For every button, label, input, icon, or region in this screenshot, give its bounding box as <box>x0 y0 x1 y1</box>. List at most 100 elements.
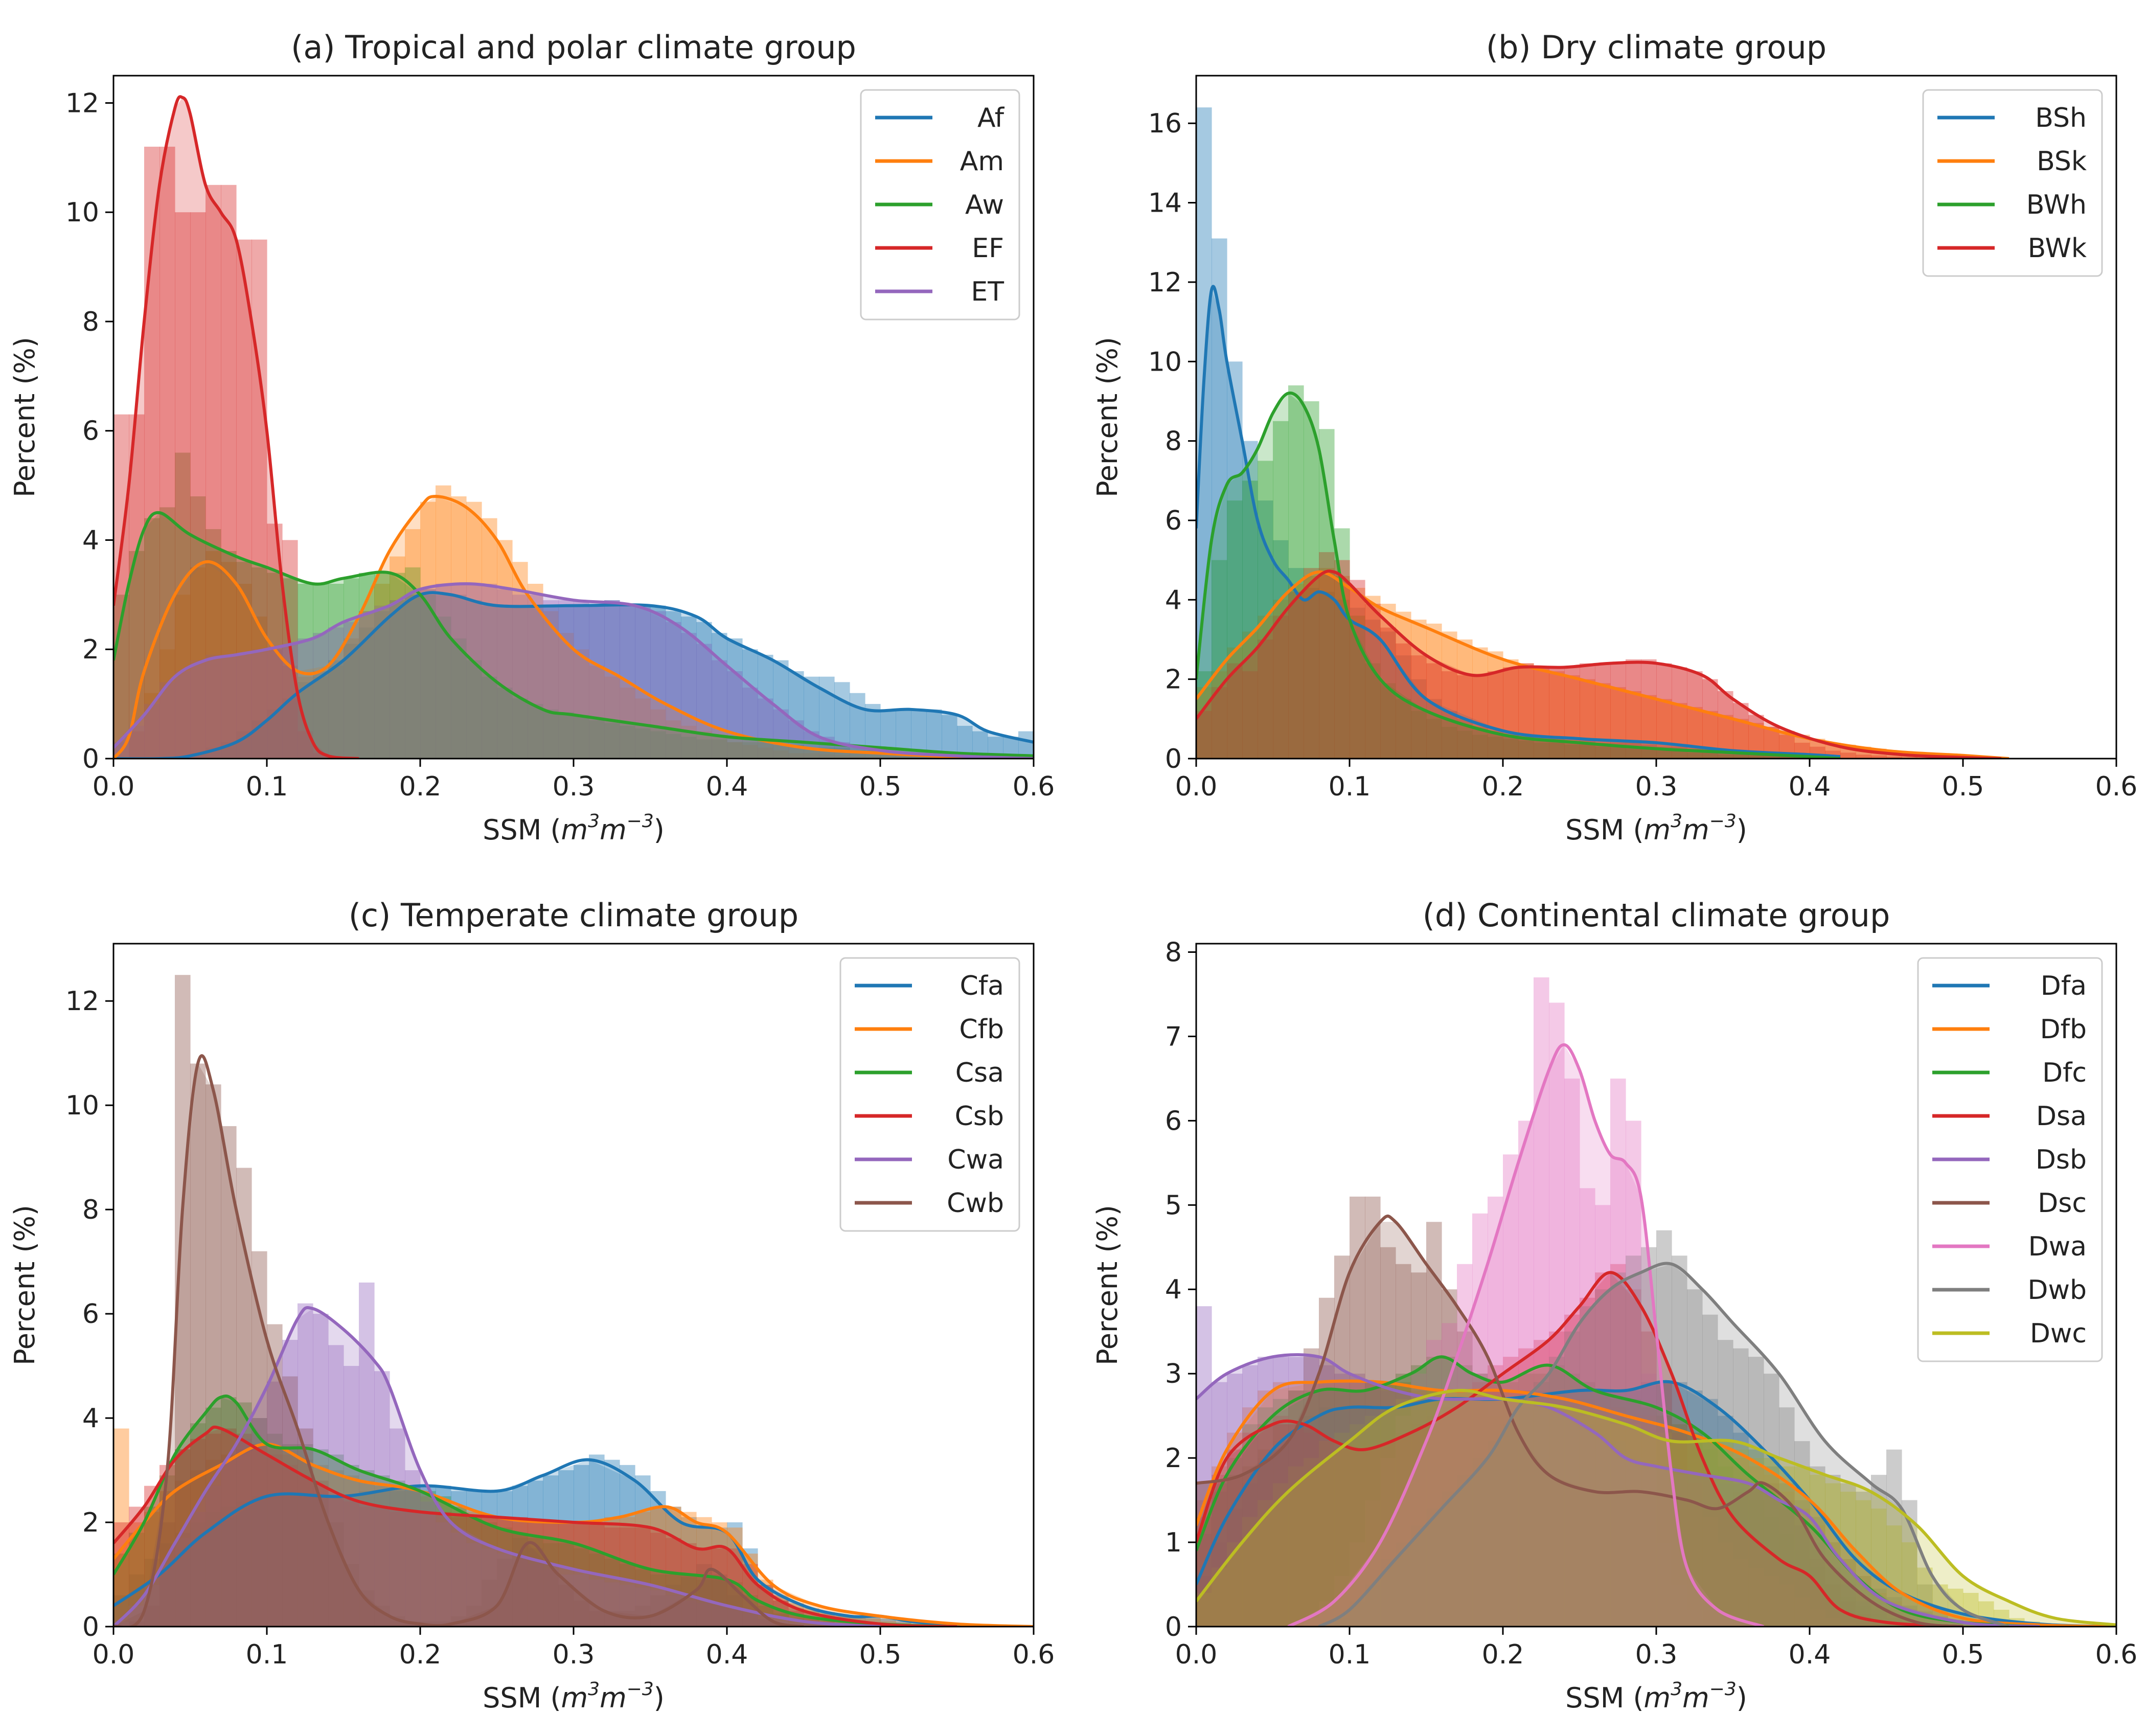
hist-bar-bwk <box>1856 755 1871 759</box>
y-tick-label: 4 <box>1165 1274 1182 1305</box>
hist-bar-et <box>374 605 390 759</box>
y-tick-label: 5 <box>1165 1190 1182 1221</box>
hist-bar-bwk <box>1488 671 1503 759</box>
hist-bar-bwk <box>1350 580 1365 759</box>
hist-bar-bwk <box>1718 691 1733 759</box>
hist-bar-am <box>819 754 835 759</box>
histogram-dsc <box>1196 1196 1917 1627</box>
hist-bar-dsc <box>1733 1492 1749 1627</box>
hist-bar-cfa <box>650 1491 666 1627</box>
hist-bar-dwa <box>1672 1584 1687 1627</box>
y-tick-label: 12 <box>65 88 99 119</box>
hist-bar-bwh <box>1641 748 1657 759</box>
hist-bar-cwb <box>159 1522 175 1627</box>
hist-bar-dwa <box>1687 1610 1703 1627</box>
histogram-dfc <box>1196 1357 1963 1627</box>
x-tick-label: 0.6 <box>1013 771 1055 802</box>
hist-bar-cfb <box>420 1496 436 1627</box>
hist-bar-cfa <box>390 1491 405 1627</box>
histogram-cwa <box>113 1282 850 1627</box>
hist-bar-cfa <box>589 1454 605 1627</box>
x-tick-label: 0.2 <box>399 1639 442 1670</box>
hist-bar-am <box>451 496 467 759</box>
hist-bar-csb <box>405 1512 421 1627</box>
hist-bar-dsb <box>1856 1601 1871 1627</box>
hist-bar-dsb <box>1733 1483 1749 1627</box>
kde-fill-csa <box>113 1397 957 1627</box>
hist-bar-dwb <box>1948 1622 1963 1627</box>
kde-line-dfb <box>1196 1379 2116 1627</box>
y-tick-label: 0 <box>82 744 99 774</box>
hist-bar-cfa <box>236 1501 252 1627</box>
hist-bar-am <box>650 709 666 759</box>
hist-bar-dwc <box>1580 1415 1595 1627</box>
hist-bar-bwh <box>1718 755 1733 759</box>
hist-bar-dsc <box>1564 1492 1580 1627</box>
hist-bar-bwh <box>1227 500 1243 759</box>
hist-bar-dfb <box>1580 1399 1595 1627</box>
histogram-bwk <box>1196 552 1948 759</box>
hist-bar-csb <box>313 1486 329 1627</box>
hist-bar-et <box>159 682 175 759</box>
x-tick-label: 0.4 <box>706 1639 748 1670</box>
hist-bar-dsa <box>1396 1432 1411 1627</box>
y-tick-label: 4 <box>82 1403 99 1434</box>
hist-bar-cfb <box>574 1522 589 1627</box>
hist-bar-bwh <box>1426 719 1442 759</box>
hist-bar-et <box>574 600 589 759</box>
hist-bar-dsc <box>1273 1424 1289 1627</box>
hist-bar-cwa <box>159 1564 175 1627</box>
hist-bar-dfc <box>1718 1466 1733 1627</box>
hist-bar-bsk <box>1503 659 1519 759</box>
hist-bar-dsa <box>1580 1297 1595 1627</box>
hist-bar-csb <box>620 1527 635 1627</box>
y-tick-label: 10 <box>1148 347 1182 377</box>
hist-bar-dsb <box>1748 1492 1764 1627</box>
hist-bar-dfc <box>1748 1500 1764 1627</box>
hist-bar-dsb <box>1549 1407 1565 1627</box>
hist-bar-dsa <box>1457 1390 1473 1627</box>
hist-bar-bsk <box>1212 671 1227 759</box>
hist-bar-aw <box>420 595 436 759</box>
hist-bar-dsc <box>1718 1500 1733 1627</box>
hist-bar-bwk <box>1518 663 1534 759</box>
hist-bar-dwb <box>1702 1314 1718 1627</box>
kde-line-dwc <box>1196 1388 2116 1627</box>
hist-bar-dsc <box>1886 1624 1902 1627</box>
hist-bar-bwh <box>1212 560 1227 759</box>
hist-bar-bsk <box>1426 623 1442 759</box>
hist-bar-dwb <box>1886 1449 1902 1627</box>
hist-bar-dsb <box>1227 1374 1243 1627</box>
kde-line-bsh <box>1196 285 1841 759</box>
hist-bar-dfc <box>1641 1407 1657 1627</box>
panel-4: (d) Continental climate group 0.0 0.1 0.2 0.… <box>1091 897 2137 1714</box>
hist-bar-aw <box>574 715 589 759</box>
y-tick-label: 4 <box>82 525 99 556</box>
hist-bar-et <box>896 754 911 759</box>
hist-bar-cfb <box>681 1512 697 1627</box>
hist-bar-am <box>558 633 574 759</box>
legend-label-dwb: Dwb <box>2027 1275 2087 1306</box>
hist-bar-cfb <box>221 1454 237 1627</box>
hist-bar-csa <box>267 1433 283 1627</box>
kde-fill-am <box>113 496 1034 759</box>
hist-bar-aw <box>497 688 513 759</box>
hist-bar-cfa <box>344 1496 359 1627</box>
legend-label-dwc: Dwc <box>2030 1318 2087 1349</box>
histogram-bsk <box>1196 568 2009 759</box>
hist-bar-dfb <box>1733 1458 1749 1627</box>
hist-bar-cwa <box>267 1381 283 1627</box>
x-tick-label: 0.3 <box>553 1639 595 1670</box>
hist-bar-am <box>804 753 819 759</box>
legend-label-csb: Csb <box>955 1101 1004 1132</box>
hist-bar-bwh <box>1626 748 1641 759</box>
legend-label-dfc: Dfc <box>2042 1058 2087 1088</box>
y-tick-label: 12 <box>1148 267 1182 298</box>
hist-bar-et <box>190 660 206 759</box>
hist-bar-dfa <box>1350 1407 1365 1627</box>
hist-bar-dfc <box>1534 1374 1549 1627</box>
hist-bar-dfc <box>1733 1483 1749 1627</box>
hist-bar-dfc <box>1457 1365 1473 1627</box>
hist-bar-af <box>804 676 819 759</box>
